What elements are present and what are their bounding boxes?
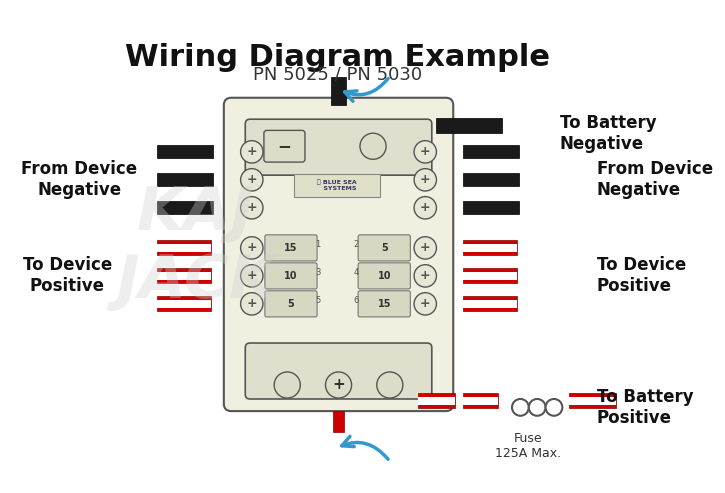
Text: +: + xyxy=(420,174,431,186)
FancyBboxPatch shape xyxy=(245,119,432,175)
Circle shape xyxy=(414,197,436,219)
FancyBboxPatch shape xyxy=(436,118,502,133)
Circle shape xyxy=(274,372,300,398)
Circle shape xyxy=(529,399,546,416)
Text: +: + xyxy=(420,297,431,311)
Circle shape xyxy=(546,399,563,416)
FancyBboxPatch shape xyxy=(418,393,455,408)
Text: +: + xyxy=(247,145,257,158)
Text: 5: 5 xyxy=(288,299,294,309)
FancyBboxPatch shape xyxy=(331,77,346,105)
Text: 15: 15 xyxy=(378,299,391,309)
FancyBboxPatch shape xyxy=(157,300,211,308)
FancyBboxPatch shape xyxy=(358,291,410,317)
Text: +: + xyxy=(247,201,257,214)
Text: To Device
Positive: To Device Positive xyxy=(22,256,112,295)
FancyBboxPatch shape xyxy=(463,268,517,283)
FancyBboxPatch shape xyxy=(157,244,211,251)
Text: +: + xyxy=(247,242,257,254)
FancyBboxPatch shape xyxy=(358,235,410,261)
FancyBboxPatch shape xyxy=(569,397,616,405)
Circle shape xyxy=(512,399,529,416)
FancyBboxPatch shape xyxy=(418,397,455,405)
FancyBboxPatch shape xyxy=(265,235,317,261)
Text: +: + xyxy=(332,378,345,392)
Circle shape xyxy=(377,372,403,398)
Text: 15: 15 xyxy=(284,243,298,253)
Text: 2: 2 xyxy=(354,240,359,248)
Text: Wiring Diagram Example: Wiring Diagram Example xyxy=(125,43,550,71)
Text: 10: 10 xyxy=(378,271,391,281)
Text: +: + xyxy=(247,174,257,186)
Circle shape xyxy=(360,133,386,159)
FancyBboxPatch shape xyxy=(265,291,317,317)
Text: PN 5025 / PN 5030: PN 5025 / PN 5030 xyxy=(253,65,422,83)
FancyBboxPatch shape xyxy=(463,201,518,214)
FancyBboxPatch shape xyxy=(157,272,211,280)
Text: 10: 10 xyxy=(284,271,298,281)
FancyBboxPatch shape xyxy=(157,145,212,158)
Circle shape xyxy=(241,141,263,163)
Circle shape xyxy=(326,372,352,398)
Text: To Battery
Negative: To Battery Negative xyxy=(560,114,656,153)
FancyBboxPatch shape xyxy=(463,145,518,158)
FancyBboxPatch shape xyxy=(157,268,211,283)
Text: +: + xyxy=(420,269,431,282)
FancyBboxPatch shape xyxy=(463,300,517,308)
FancyBboxPatch shape xyxy=(463,296,517,311)
FancyBboxPatch shape xyxy=(264,130,305,162)
Circle shape xyxy=(414,237,436,259)
Text: 4: 4 xyxy=(354,268,359,277)
Text: 1: 1 xyxy=(315,240,320,248)
Text: −: − xyxy=(278,137,291,155)
Text: Fuse
125A Max.: Fuse 125A Max. xyxy=(494,432,561,459)
Text: To Battery
Positive: To Battery Positive xyxy=(597,388,694,427)
Circle shape xyxy=(241,169,263,191)
Text: From Device
Negative: From Device Negative xyxy=(21,160,137,199)
Text: To Device
Positive: To Device Positive xyxy=(597,256,686,295)
Circle shape xyxy=(414,169,436,191)
FancyBboxPatch shape xyxy=(333,411,344,432)
FancyBboxPatch shape xyxy=(157,241,211,255)
FancyBboxPatch shape xyxy=(265,263,317,289)
Text: 🔵 BLUE SEA
   SYSTEMS: 🔵 BLUE SEA SYSTEMS xyxy=(317,180,357,191)
Circle shape xyxy=(241,197,263,219)
Circle shape xyxy=(241,237,263,259)
FancyBboxPatch shape xyxy=(463,244,517,251)
FancyBboxPatch shape xyxy=(463,397,498,405)
FancyBboxPatch shape xyxy=(463,272,517,280)
Text: +: + xyxy=(420,201,431,214)
FancyBboxPatch shape xyxy=(245,343,432,399)
FancyBboxPatch shape xyxy=(569,393,616,408)
FancyBboxPatch shape xyxy=(463,393,498,408)
Circle shape xyxy=(414,265,436,287)
Circle shape xyxy=(241,293,263,315)
Text: +: + xyxy=(247,297,257,311)
Circle shape xyxy=(241,265,263,287)
Text: 5: 5 xyxy=(315,296,320,305)
Text: +: + xyxy=(420,242,431,254)
Text: 5: 5 xyxy=(381,243,388,253)
Circle shape xyxy=(414,141,436,163)
FancyBboxPatch shape xyxy=(157,296,211,311)
FancyBboxPatch shape xyxy=(358,263,410,289)
FancyBboxPatch shape xyxy=(224,98,453,411)
FancyBboxPatch shape xyxy=(463,174,518,186)
Text: +: + xyxy=(420,145,431,158)
Circle shape xyxy=(414,293,436,315)
Text: 3: 3 xyxy=(315,268,320,277)
Text: KAJ
JACK: KAJ JACK xyxy=(116,184,276,312)
Text: From Device
Negative: From Device Negative xyxy=(597,160,713,199)
Text: +: + xyxy=(247,269,257,282)
FancyBboxPatch shape xyxy=(157,201,212,214)
FancyBboxPatch shape xyxy=(157,174,212,186)
FancyBboxPatch shape xyxy=(463,241,517,255)
FancyBboxPatch shape xyxy=(294,174,380,197)
Text: 6: 6 xyxy=(354,296,359,305)
